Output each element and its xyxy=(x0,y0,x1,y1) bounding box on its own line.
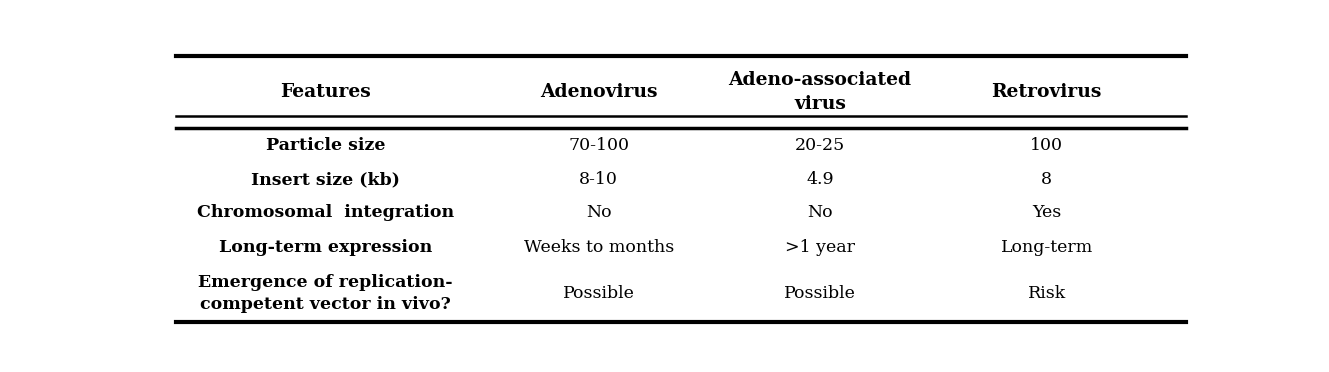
Text: Particle size: Particle size xyxy=(266,137,385,154)
Text: >1 year: >1 year xyxy=(785,238,855,256)
Text: 100: 100 xyxy=(1030,137,1063,154)
Text: Retrovirus: Retrovirus xyxy=(991,83,1102,101)
Text: Adeno-associated
virus: Adeno-associated virus xyxy=(728,71,912,113)
Text: 8: 8 xyxy=(1041,171,1053,188)
Text: 8-10: 8-10 xyxy=(579,171,618,188)
Text: Adenovirus: Adenovirus xyxy=(540,83,658,101)
Text: 70-100: 70-100 xyxy=(569,137,629,154)
Text: No: No xyxy=(586,204,611,221)
Text: Yes: Yes xyxy=(1033,204,1062,221)
Text: Long-term: Long-term xyxy=(1001,238,1092,256)
Text: Features: Features xyxy=(280,83,371,101)
Text: Possible: Possible xyxy=(562,285,635,302)
Text: No: No xyxy=(807,204,833,221)
Text: Possible: Possible xyxy=(784,285,856,302)
Text: Emergence of replication-
competent vector in vivo?: Emergence of replication- competent vect… xyxy=(198,274,453,313)
Text: 20-25: 20-25 xyxy=(795,137,845,154)
Text: Weeks to months: Weeks to months xyxy=(524,238,674,256)
Text: Risk: Risk xyxy=(1027,285,1066,302)
Text: 4.9: 4.9 xyxy=(807,171,835,188)
Text: Insert size (kb): Insert size (kb) xyxy=(251,171,400,188)
Text: Chromosomal  integration: Chromosomal integration xyxy=(197,204,455,221)
Text: Long-term expression: Long-term expression xyxy=(219,238,432,256)
